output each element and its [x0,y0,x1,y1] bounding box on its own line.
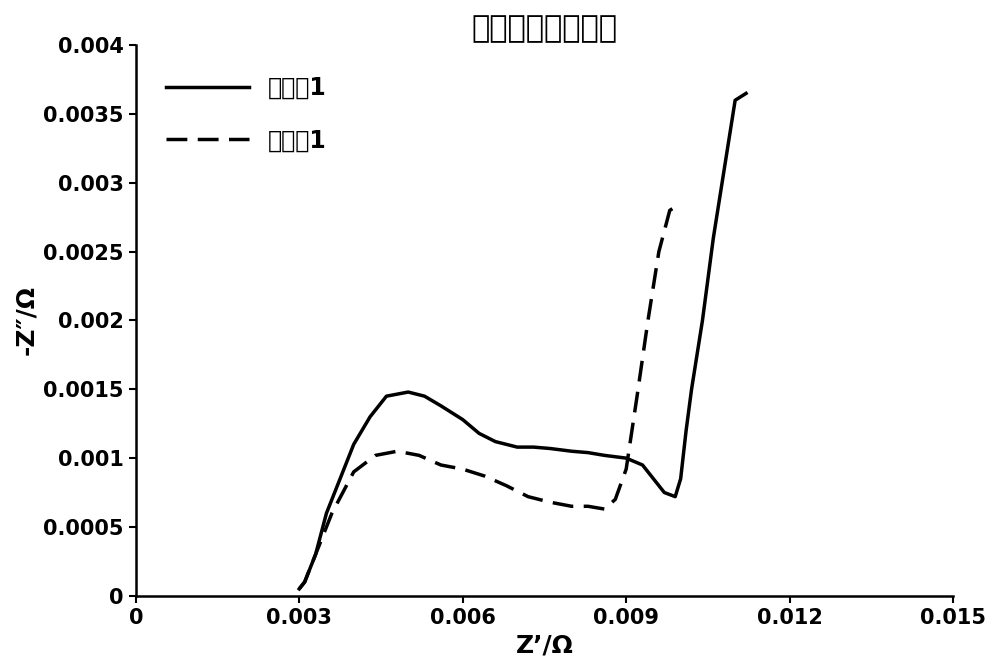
实施例1 [370,452,382,460]
实施例1 [500,482,512,490]
对比例1 [320,509,332,517]
对比例1 [598,452,610,460]
实施例1 [664,207,676,215]
实施例1 [299,578,311,586]
对比例1 [620,454,632,462]
对比例1 [402,388,414,396]
对比例1 [337,468,349,476]
实施例1 [675,199,687,207]
实施例1 [326,509,338,517]
Y-axis label: -Z″/Ω: -Z″/Ω [14,286,38,356]
实施例1 [544,498,556,506]
对比例1 [582,449,594,457]
实施例1 [642,317,654,325]
实施例1 [653,248,665,256]
对比例1 [566,447,578,455]
对比例1 [419,392,431,400]
实施例1 [293,585,305,593]
对比例1 [718,165,730,173]
对比例1 [528,443,540,451]
对比例1 [511,443,523,451]
实施例1 [598,505,610,513]
对比例1 [729,96,741,104]
实施例1 [457,465,469,473]
对比例1 [293,585,305,593]
对比例1 [364,413,376,421]
实施例1 [609,495,621,503]
对比例1 [675,475,687,483]
实施例1 [582,503,594,511]
实施例1 [522,493,534,501]
实施例1 [391,447,403,455]
对比例1 [696,317,708,325]
Legend: 对比例1, 实施例1: 对比例1, 实施例1 [148,57,346,171]
对比例1 [299,578,311,586]
实施例1 [310,550,322,558]
对比例1 [707,234,719,242]
对比例1 [669,493,681,501]
对比例1 [435,402,447,410]
Line: 对比例1: 对比例1 [299,93,746,589]
对比例1 [637,461,649,469]
实施例1 [435,461,447,469]
对比例1 [489,437,501,446]
对比例1 [686,385,698,393]
对比例1 [658,488,670,497]
对比例1 [457,415,469,423]
实施例1 [566,503,578,511]
实施例1 [413,452,425,460]
实施例1 [620,465,632,473]
X-axis label: Z’/Ω: Z’/Ω [516,633,573,657]
实施例1 [348,468,360,476]
对比例1 [647,475,659,483]
对比例1 [740,89,752,97]
对比例1 [544,444,556,452]
对比例1 [310,550,322,558]
对比例1 [348,440,360,448]
实施例1 [478,472,490,480]
对比例1 [680,427,692,435]
实施例1 [631,392,643,400]
对比例1 [473,429,485,437]
Line: 实施例1: 实施例1 [299,203,681,589]
对比例1 [380,392,392,400]
Title: 负极电化学阻抗谱: 负极电化学阻抗谱 [471,14,617,43]
